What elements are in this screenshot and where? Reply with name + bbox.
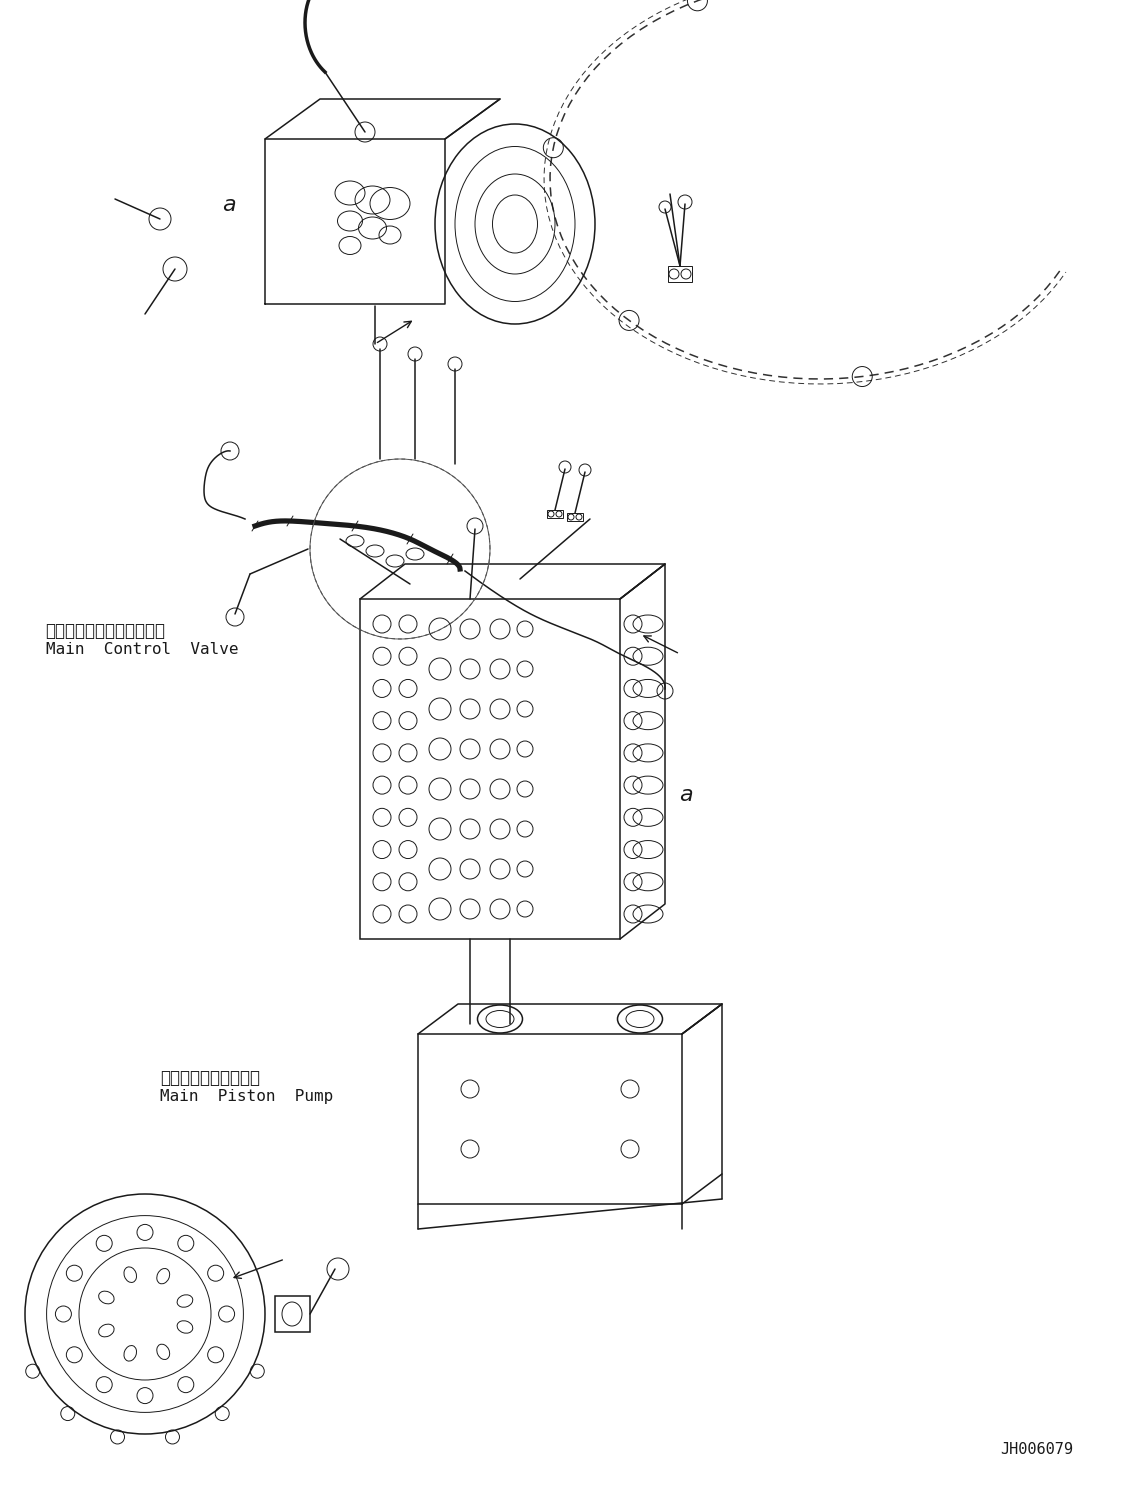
Bar — [547, 511, 563, 518]
Text: a: a — [222, 195, 236, 216]
Text: メインピストンポンプ: メインピストンポンプ — [160, 1069, 260, 1087]
Text: JH006079: JH006079 — [1000, 1441, 1073, 1458]
Text: メインコントロールバルブ: メインコントロールバルブ — [46, 622, 165, 640]
Text: Main  Piston  Pump: Main Piston Pump — [160, 1088, 333, 1105]
Bar — [567, 514, 583, 521]
Bar — [667, 267, 691, 281]
Bar — [275, 1295, 310, 1333]
Bar — [361, 599, 620, 940]
Text: a: a — [679, 785, 693, 806]
Bar — [418, 1033, 682, 1205]
Text: Main  Control  Valve: Main Control Valve — [46, 642, 238, 658]
